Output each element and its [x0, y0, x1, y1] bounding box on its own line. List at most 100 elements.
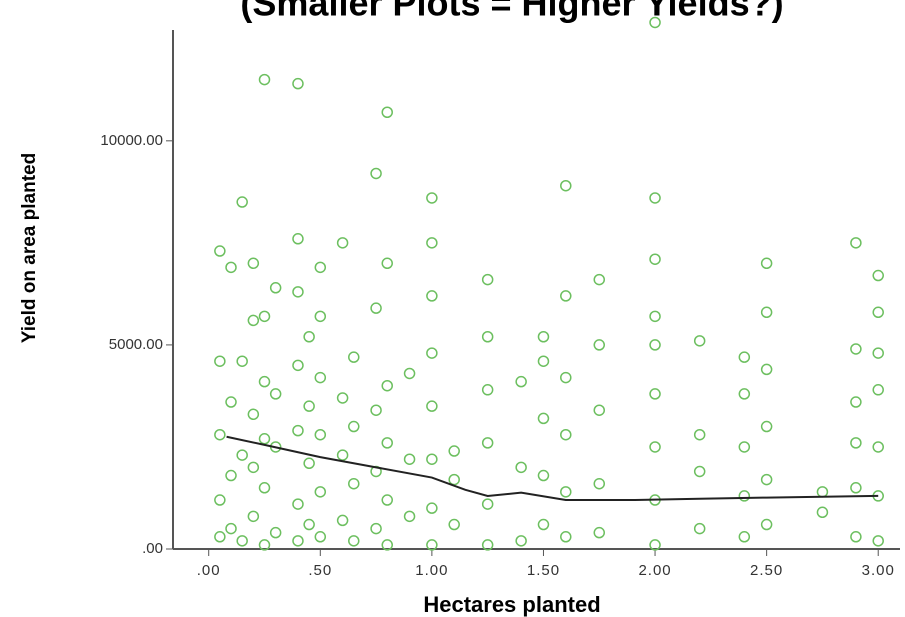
point [236, 449, 248, 461]
point [593, 526, 606, 539]
x-axis-label: Hectares planted [423, 592, 600, 617]
point [693, 428, 706, 441]
point [247, 257, 260, 270]
point [258, 433, 271, 445]
point [760, 257, 773, 270]
point [336, 514, 349, 527]
point [292, 77, 304, 90]
point [336, 237, 349, 249]
point [593, 339, 606, 351]
point [292, 535, 304, 547]
point [258, 482, 271, 494]
point [850, 482, 862, 494]
point [515, 535, 527, 547]
point [426, 290, 438, 302]
point [649, 310, 661, 323]
point [515, 375, 527, 388]
point [269, 282, 282, 294]
x-tick-label: 2.00 [638, 562, 671, 579]
point [403, 510, 416, 523]
point [537, 330, 550, 343]
x-tick-label: 1.50 [527, 562, 560, 579]
point [381, 437, 393, 449]
point [850, 396, 862, 408]
point [850, 237, 862, 249]
point [872, 347, 884, 359]
point [225, 396, 237, 408]
point [236, 355, 248, 367]
point [348, 477, 360, 490]
point [537, 355, 550, 367]
point [560, 531, 572, 543]
point [381, 106, 393, 118]
point [348, 420, 360, 433]
point [426, 539, 438, 551]
point [225, 469, 237, 482]
point [738, 531, 751, 543]
point [314, 428, 327, 441]
point [426, 237, 438, 249]
point [850, 343, 862, 355]
point [370, 167, 382, 180]
point [537, 469, 550, 482]
point [760, 363, 773, 376]
point [258, 73, 271, 86]
point [336, 449, 349, 461]
point [247, 461, 260, 474]
point [348, 535, 360, 547]
point [269, 526, 282, 539]
x-tick-label: 1.00 [415, 562, 448, 579]
point [738, 441, 751, 453]
point [593, 404, 606, 416]
point [481, 273, 494, 286]
point [850, 531, 862, 543]
point [247, 510, 260, 523]
point [649, 16, 661, 29]
point [481, 539, 494, 551]
point [426, 192, 438, 204]
point [816, 486, 829, 498]
point [816, 506, 829, 519]
point [481, 498, 494, 510]
chart-title: (Smaller Plots = Higher Yields?) [240, 0, 783, 24]
point [448, 518, 460, 531]
point [693, 335, 706, 347]
point [292, 286, 304, 298]
point [481, 384, 494, 396]
point [593, 477, 606, 490]
point [247, 408, 260, 421]
point [314, 486, 327, 498]
point [214, 428, 226, 441]
point [426, 453, 438, 465]
point [649, 388, 661, 400]
point [515, 461, 527, 474]
point [481, 437, 494, 449]
point [225, 522, 237, 535]
point [258, 539, 271, 551]
point [214, 355, 226, 367]
point [214, 494, 226, 506]
point [381, 539, 393, 551]
point [760, 306, 773, 319]
point [738, 490, 751, 502]
point [850, 437, 862, 449]
point [370, 404, 382, 416]
point [247, 314, 260, 327]
point [381, 379, 393, 392]
point [303, 330, 315, 343]
point [448, 445, 460, 457]
point [292, 424, 304, 437]
point [872, 269, 884, 282]
point [292, 233, 304, 245]
point [760, 518, 773, 531]
point [649, 192, 661, 204]
y-tick-label: 5000.00 [109, 336, 163, 353]
point [426, 502, 438, 514]
point [258, 375, 271, 388]
point [314, 310, 327, 323]
point [872, 441, 884, 453]
point [649, 253, 661, 265]
point [872, 306, 884, 319]
point [314, 371, 327, 384]
